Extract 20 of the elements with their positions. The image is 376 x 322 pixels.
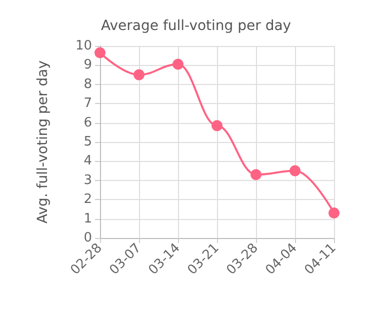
- point: [172, 58, 184, 70]
- point: [290, 165, 300, 176]
- y-tick-label: 1: [84, 211, 92, 226]
- y-tick-label: 6: [84, 115, 92, 130]
- point: [212, 120, 222, 132]
- point: [94, 47, 106, 58]
- point: [250, 169, 262, 180]
- point: [134, 69, 144, 80]
- y-axis-title: Avg. full-voting per day: [35, 60, 51, 224]
- point: [328, 208, 340, 219]
- y-tick-label: 10: [75, 38, 92, 54]
- chart-title: Average full-voting per day: [101, 18, 292, 34]
- y-tick-label: 9: [84, 58, 92, 73]
- y-tick-label: 3: [84, 172, 92, 188]
- y-tick-label: 7: [84, 96, 92, 112]
- y-tick-label: 5: [84, 134, 92, 150]
- y-tick-label: 8: [84, 76, 92, 92]
- y-tick-label: 4: [84, 154, 92, 169]
- y-tick-label: 2: [84, 192, 92, 208]
- y-tick-label: 0: [84, 230, 92, 246]
